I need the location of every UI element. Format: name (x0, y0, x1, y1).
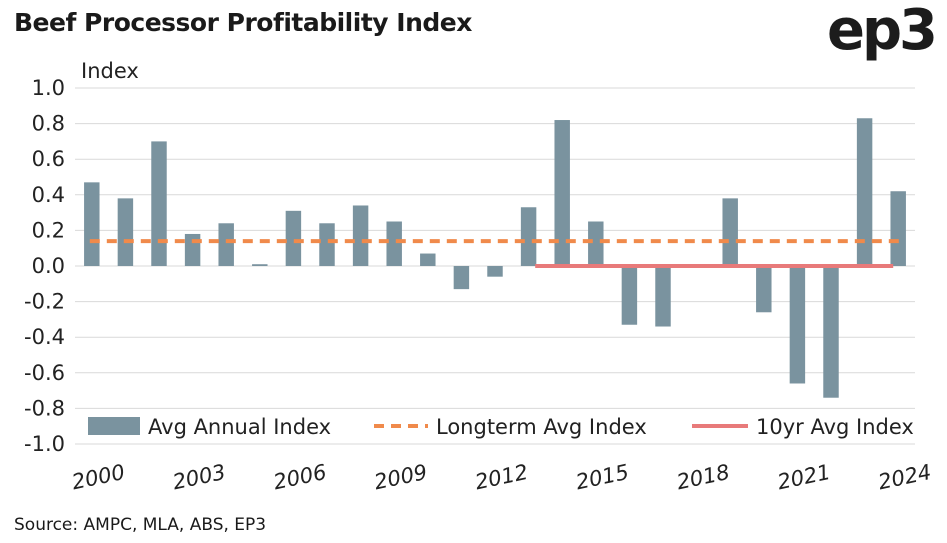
y-tick-label: -0.8 (24, 396, 65, 420)
bar-2002 (151, 141, 167, 266)
bar-2008 (352, 205, 369, 266)
bar-2004 (218, 223, 234, 266)
bar-2016 (621, 266, 638, 325)
y-axis-label: Index (81, 59, 139, 83)
bar-2021 (789, 266, 806, 384)
x-tick-label: 2006 (271, 460, 328, 495)
y-tick-label: -0.2 (24, 290, 65, 314)
x-tick-label: 2018 (675, 460, 732, 495)
bar-2007 (319, 223, 335, 266)
x-tick-label: 2012 (473, 460, 530, 495)
legend-swatch-bar (88, 417, 140, 435)
legend-label-10yr: 10yr Avg Index (756, 415, 914, 439)
bar-2022 (823, 266, 839, 398)
ep3-logo: ep3 (826, 0, 938, 63)
y-tick-label: 0.8 (32, 112, 65, 136)
x-tick-label: 2009 (372, 460, 429, 495)
legend-label-longterm: Longterm Avg Index (436, 415, 647, 439)
chart-title: Beef Processor Profitability Index (14, 8, 472, 37)
bar-2015 (588, 221, 604, 266)
bar-2003 (184, 233, 201, 266)
bar-2020 (756, 266, 772, 313)
bar-2005 (252, 264, 268, 266)
bar-2011 (453, 266, 470, 290)
y-tick-label: 0.0 (32, 254, 65, 278)
bar-2012 (487, 266, 503, 277)
y-tick-label: -0.4 (24, 325, 65, 349)
bar-2010 (420, 253, 436, 266)
x-tick-label: 2021 (775, 460, 832, 495)
x-tick-label: 2024 (876, 460, 933, 495)
bar-2013 (520, 207, 537, 266)
bar-2014 (554, 120, 570, 266)
bar-2023 (856, 118, 873, 266)
bar-2006 (285, 210, 302, 266)
y-tick-label: 0.6 (32, 147, 65, 171)
bar-2001 (117, 198, 134, 266)
source-note: Source: AMPC, MLA, ABS, EP3 (14, 515, 267, 535)
y-tick-label: 1.0 (32, 76, 65, 100)
y-tick-label: -1.0 (24, 432, 65, 456)
x-tick-label: 2003 (171, 460, 228, 495)
y-tick-label: 0.2 (32, 218, 65, 242)
x-tick-label: 2000 (70, 460, 127, 495)
x-tick-label: 2015 (574, 460, 631, 495)
legend-label-bar: Avg Annual Index (148, 415, 331, 439)
y-tick-label: -0.6 (24, 361, 65, 385)
bar-2024 (890, 191, 906, 266)
bar-2017 (655, 266, 671, 327)
y-tick-label: 0.4 (32, 183, 65, 207)
bar-2000 (84, 182, 100, 266)
bar-2019 (722, 198, 738, 266)
bar-2009 (386, 221, 402, 266)
